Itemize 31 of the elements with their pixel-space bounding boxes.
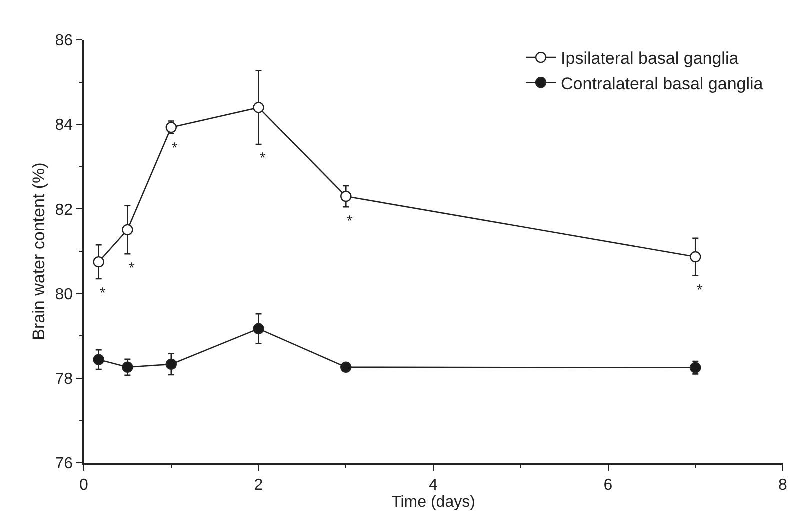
point — [93, 256, 104, 268]
y-tick-label: 80 — [55, 286, 74, 304]
annotation: * — [697, 282, 703, 299]
annotation: * — [172, 140, 178, 157]
point — [340, 362, 352, 373]
point — [122, 362, 134, 373]
x-tick-label: 0 — [80, 476, 89, 494]
legend-label: Ipsilateral basal ganglia — [561, 49, 740, 68]
x-tick-label: 2 — [254, 476, 264, 494]
y-tick-label: 76 — [55, 456, 74, 473]
y-tick-label: 78 — [55, 371, 74, 388]
x-tick-label: 8 — [778, 476, 788, 494]
point — [340, 190, 352, 202]
annotation: * — [100, 285, 106, 302]
x-tick-label: 4 — [429, 476, 438, 494]
point — [93, 354, 104, 366]
annotation: * — [260, 150, 266, 167]
legend-label: Contralateral basal ganglia — [561, 74, 764, 94]
annotation: * — [129, 260, 135, 277]
y-tick-label: 84 — [55, 117, 74, 134]
annotation: * — [347, 213, 353, 230]
point — [166, 358, 177, 370]
point — [253, 102, 264, 114]
point — [122, 224, 134, 236]
x-axis-title: Time (days) — [392, 494, 476, 511]
x-tick-label: 6 — [604, 476, 613, 494]
y-axis-title: Brain water content (%) — [29, 162, 48, 340]
y-tick-label: 86 — [55, 32, 74, 50]
point — [690, 251, 702, 263]
point — [253, 323, 264, 335]
y-tick-label: 82 — [55, 202, 74, 219]
